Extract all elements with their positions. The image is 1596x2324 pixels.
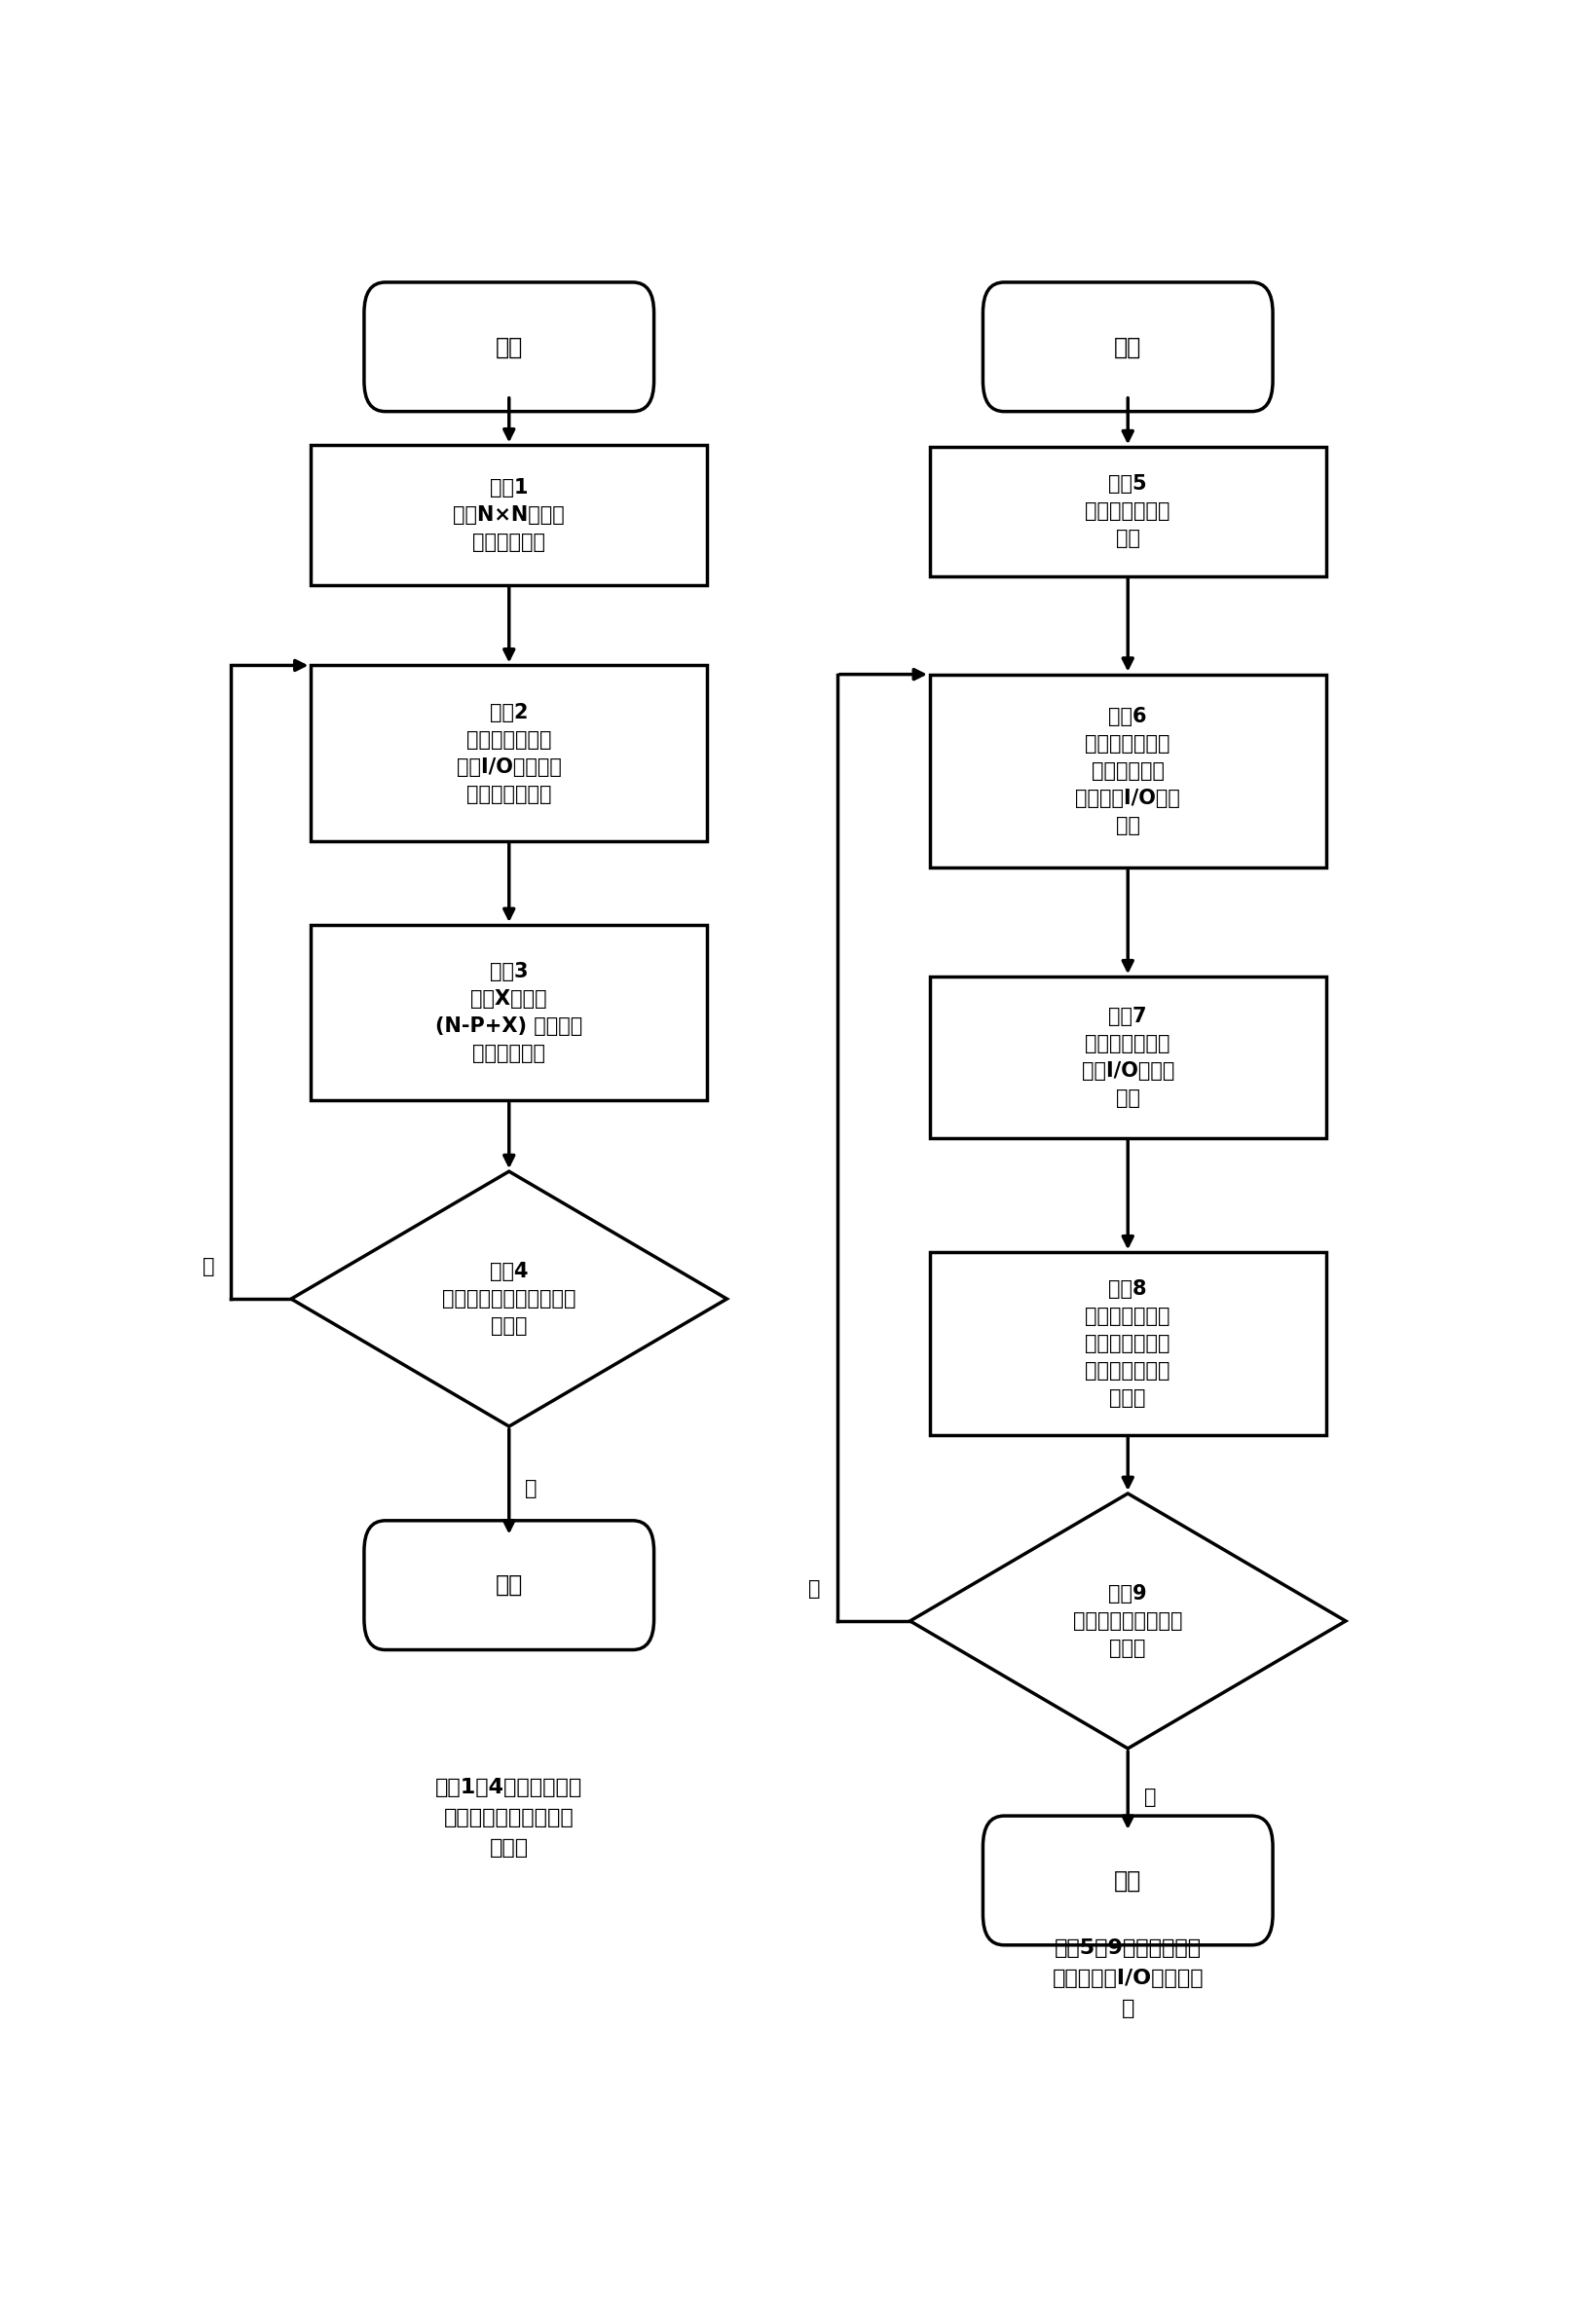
Text: 步骤5
将所有的继电器
断开: 步骤5 将所有的继电器 断开 [1085, 474, 1170, 548]
FancyBboxPatch shape [364, 1520, 654, 1650]
Text: 步骤8
计算机找到一个
合适的行，将该
行、列处的继电
器闭合: 步骤8 计算机找到一个 合适的行，将该 行、列处的继电 器闭合 [1085, 1281, 1170, 1408]
Text: 步骤5到9是为一个受控
机建立一个I/O映射的流
程: 步骤5到9是为一个受控 机建立一个I/O映射的流 程 [1052, 1938, 1203, 2017]
Bar [929, 1253, 1325, 1434]
Bar [311, 925, 707, 1099]
Bar [929, 446, 1325, 576]
Text: 步骤2
选择功能相同的
一组I/O端口，连
接到矩阵的行上: 步骤2 选择功能相同的 一组I/O端口，连 接到矩阵的行上 [456, 702, 562, 804]
Text: 否: 否 [203, 1257, 214, 1276]
Text: 步骤1到4是为一个计算
机建立一个简化的矩阵
的流程: 步骤1到4是为一个计算 机建立一个简化的矩阵 的流程 [436, 1778, 583, 1857]
Text: 是: 是 [525, 1478, 538, 1499]
Text: 开始: 开始 [1114, 335, 1141, 358]
Text: 开始: 开始 [495, 335, 522, 358]
Text: 结束: 结束 [1114, 1868, 1141, 1892]
Bar [929, 674, 1325, 867]
Bar [311, 665, 707, 841]
Text: 结束: 结束 [495, 1573, 522, 1597]
Bar [311, 446, 707, 586]
Text: 步骤3
在第X行与第
(N-P+X) 列的交叉
点设置继电器: 步骤3 在第X行与第 (N-P+X) 列的交叉 点设置继电器 [436, 962, 583, 1062]
Text: 步骤6
用户将测试点连
接到矩阵的列
上，输入I/O端口
类型: 步骤6 用户将测试点连 接到矩阵的列 上，输入I/O端口 类型 [1074, 706, 1179, 834]
FancyBboxPatch shape [364, 281, 654, 411]
FancyBboxPatch shape [982, 281, 1272, 411]
Polygon shape [290, 1171, 726, 1427]
FancyBboxPatch shape [982, 1815, 1272, 1945]
Text: 步骤7
计算机列出所有
符合I/O类型的
行。: 步骤7 计算机列出所有 符合I/O类型的 行。 [1080, 1006, 1173, 1109]
Text: 否: 否 [1143, 1787, 1156, 1808]
Polygon shape [910, 1494, 1345, 1748]
Text: 步骤9
用户是否还需要添加
测试点: 步骤9 用户是否还需要添加 测试点 [1073, 1585, 1183, 1657]
Text: 步骤4
检查是否所有的功能都配
置完毕: 步骤4 检查是否所有的功能都配 置完毕 [442, 1262, 576, 1336]
Bar [929, 976, 1325, 1139]
Text: 步骤1
构造N×N矩阵，
行列互不相交: 步骤1 构造N×N矩阵， 行列互不相交 [453, 479, 565, 553]
Text: 是: 是 [808, 1578, 820, 1599]
